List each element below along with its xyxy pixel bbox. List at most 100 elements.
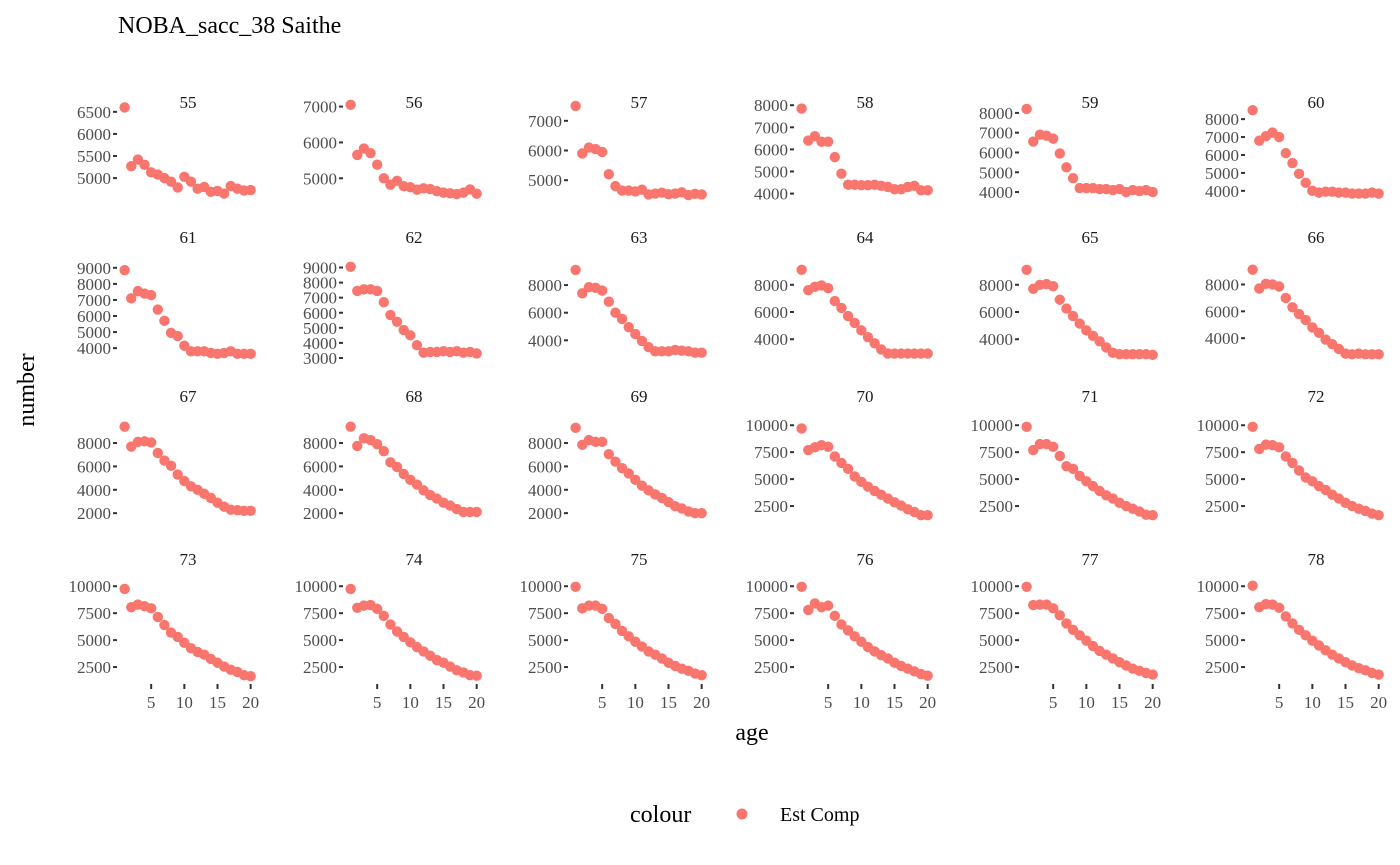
data-point — [829, 295, 841, 307]
facet-label: 77 — [1082, 550, 1100, 569]
data-point — [696, 189, 707, 200]
data-point — [1061, 618, 1072, 629]
x-tick-label: 10 — [402, 693, 419, 712]
y-tick-label: 2500 — [1205, 497, 1239, 516]
data-point — [119, 265, 130, 276]
facet-panel-67: 67 2000 4000 6000 8000 — [77, 387, 256, 523]
y-tick-label: 6000 — [528, 304, 562, 323]
y-tick-label: 7500 — [979, 443, 1013, 462]
y-tick-label: 7500 — [754, 604, 788, 623]
y-tick-label: 6000 — [1205, 146, 1239, 165]
x-tick-label: 20 — [919, 693, 936, 712]
y-tick-label: 5000 — [754, 631, 788, 650]
data-point — [1280, 451, 1292, 462]
y-tick-label: 5000 — [303, 169, 337, 188]
chart-title: NOBA_sacc_38 Saithe — [118, 13, 341, 39]
x-tick-label: 20 — [468, 693, 485, 712]
data-point — [145, 603, 157, 614]
data-point — [371, 159, 383, 170]
x-tick-label: 5 — [1275, 693, 1284, 712]
facet-panel-76: 76 2500 5000 7500 10000 5 10 15 20 — [746, 550, 937, 712]
data-point — [603, 169, 615, 180]
data-point — [352, 440, 363, 452]
y-tick-label: 4000 — [754, 330, 788, 349]
data-point — [1280, 147, 1292, 159]
data-point — [849, 317, 860, 329]
y-tick-label: 7000 — [77, 291, 111, 310]
data-point — [836, 168, 847, 179]
x-tick-label: 20 — [1370, 693, 1387, 712]
y-axis-label: number — [14, 353, 40, 426]
data-point — [378, 173, 390, 184]
y-tick-label: 6000 — [303, 457, 337, 476]
data-point — [696, 669, 707, 681]
data-point — [145, 437, 157, 448]
y-tick-label: 4000 — [528, 331, 562, 350]
data-point — [1293, 168, 1305, 180]
data-point — [796, 423, 807, 434]
y-tick-label: 6000 — [77, 307, 111, 326]
facet-label: 61 — [180, 228, 197, 247]
data-point — [378, 610, 390, 622]
data-point — [596, 436, 608, 448]
data-point — [245, 671, 256, 682]
data-point — [245, 505, 256, 517]
facet-label: 68 — [406, 387, 423, 406]
y-tick-label: 4000 — [303, 334, 337, 353]
x-axis-label: age — [735, 720, 768, 746]
facet-label: 73 — [180, 550, 197, 569]
facet-panel-57: 57 5000 6000 7000 — [528, 93, 707, 201]
facet-panel-72: 72 2500 5000 7500 10000 — [1197, 387, 1384, 521]
y-tick-label: 2500 — [754, 497, 788, 516]
facet-panel-55: 55 5000 5500 6000 6500 — [77, 93, 256, 199]
data-point — [1147, 669, 1158, 680]
y-tick-label: 7000 — [303, 98, 337, 117]
data-point — [836, 619, 847, 630]
data-point — [405, 330, 416, 341]
data-point — [371, 603, 383, 615]
y-tick-label: 4000 — [1205, 329, 1239, 348]
y-tick-label: 5000 — [979, 163, 1013, 182]
y-tick-label: 6000 — [754, 303, 788, 322]
data-point — [119, 583, 130, 595]
y-tick-label: 7500 — [303, 604, 337, 623]
data-point — [218, 188, 230, 199]
data-point — [471, 506, 482, 518]
data-point — [1047, 441, 1059, 452]
data-point — [119, 102, 130, 113]
y-tick-label: 2500 — [528, 658, 562, 677]
facet-label: 55 — [180, 93, 197, 112]
x-tick-label: 5 — [373, 693, 382, 712]
data-point — [869, 338, 880, 349]
y-tick-label: 10000 — [746, 577, 789, 596]
data-point — [922, 510, 933, 521]
y-tick-label: 5000 — [979, 470, 1013, 489]
data-point — [1287, 302, 1298, 313]
data-point — [1147, 186, 1158, 198]
legend-entry-est-comp: Est Comp — [780, 804, 859, 826]
y-tick-label: 5000 — [303, 319, 337, 338]
y-tick-label: 5000 — [754, 470, 788, 489]
facet-label: 59 — [1082, 93, 1099, 112]
y-tick-label: 10000 — [746, 416, 789, 435]
data-point — [577, 148, 588, 159]
y-tick-label: 6000 — [77, 457, 111, 476]
data-point — [1054, 610, 1066, 621]
y-tick-label: 5000 — [303, 631, 337, 650]
y-tick-label: 5000 — [754, 162, 788, 181]
data-point — [345, 421, 356, 432]
y-tick-label: 2000 — [303, 504, 337, 523]
facet-label: 75 — [631, 550, 648, 569]
y-tick-label: 6000 — [979, 303, 1013, 322]
data-point — [829, 610, 841, 622]
data-point — [822, 441, 834, 452]
data-point — [172, 330, 183, 342]
y-tick-label: 8000 — [754, 96, 788, 115]
y-tick-label: 2500 — [754, 658, 788, 677]
data-point — [803, 604, 814, 616]
data-point — [1273, 131, 1285, 143]
y-tick-label: 2000 — [77, 504, 111, 523]
data-point — [1300, 314, 1311, 326]
facet-panel-65: 65 4000 6000 8000 — [979, 228, 1158, 361]
